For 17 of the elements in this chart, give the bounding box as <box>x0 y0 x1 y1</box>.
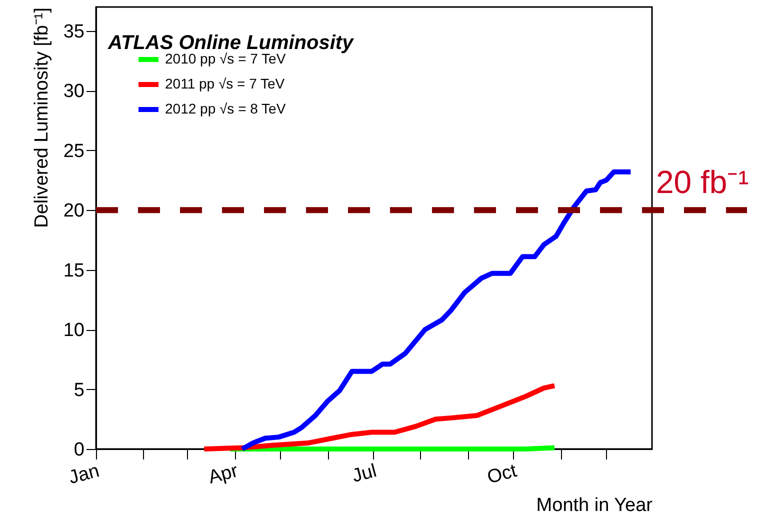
x-tick-label: Jan <box>66 460 102 489</box>
y-tick-label: 35 <box>63 21 84 42</box>
x-tick-label: Oct <box>485 460 520 488</box>
y-tick-label: 0 <box>74 440 84 460</box>
x-tick-label: Jul <box>350 460 379 488</box>
y-tick-label: 10 <box>63 320 84 342</box>
y-tick-label: 20 <box>63 200 84 222</box>
x-tick-label: Apr <box>206 460 241 488</box>
y-tick-label: 30 <box>63 81 84 102</box>
ref-line-label: 20 fb⁻¹ <box>656 164 749 200</box>
y-tick-label: 25 <box>63 140 84 162</box>
y-tick-label: 15 <box>63 260 84 282</box>
y-axis-title: Delivered Luminosity [fb⁻¹] <box>31 8 52 228</box>
legend-label: 2012 pp √s = 8 TeV <box>165 100 286 116</box>
legend-label: 2011 pp √s = 7 TeV <box>165 76 286 92</box>
x-axis-title: Month in Year <box>536 494 654 516</box>
y-tick-label: 5 <box>74 380 84 401</box>
